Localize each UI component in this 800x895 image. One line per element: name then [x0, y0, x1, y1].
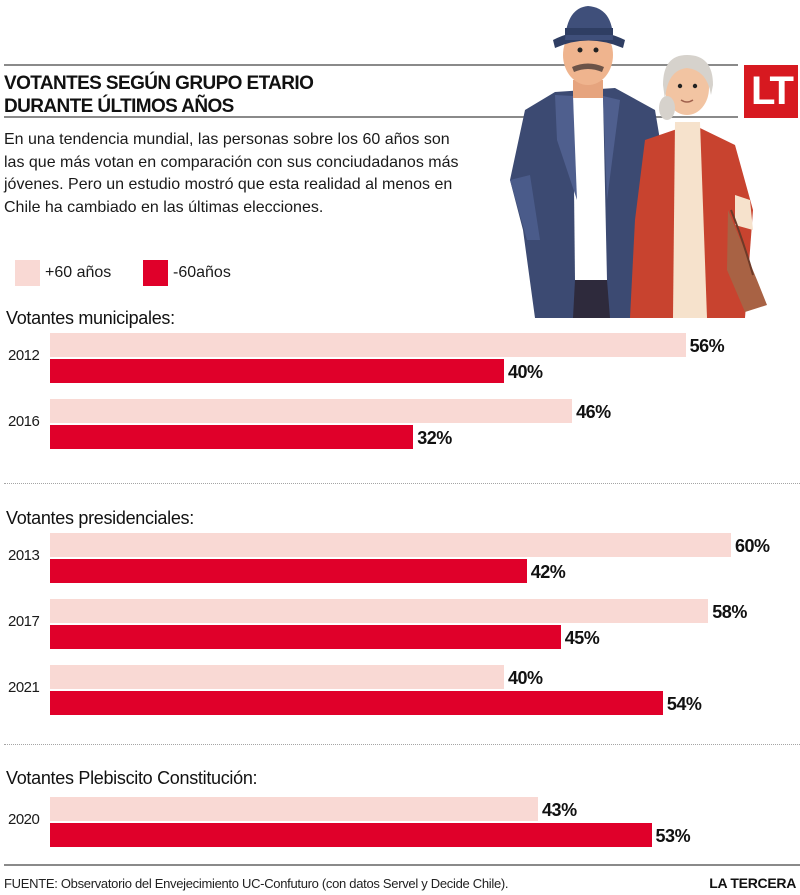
category-label: 2020 [8, 811, 40, 828]
bar-under60 [50, 359, 504, 383]
data-label: 46% [576, 402, 611, 422]
legend-swatch-under60 [143, 260, 168, 286]
intro-text: En una tendencia mundial, las personas s… [4, 131, 459, 216]
data-label: 40% [508, 362, 543, 382]
bar-under60 [50, 425, 414, 449]
bar-under60 [50, 559, 527, 583]
data-label: 60% [735, 536, 770, 556]
title-line-1: VOTANTES SEGÚN GRUPO ETARIO [4, 73, 314, 94]
data-label: 56% [689, 336, 725, 356]
title-underline-rule [4, 116, 738, 118]
la-tercera-logo: LT [744, 65, 798, 118]
category-label: 2016 [8, 413, 40, 430]
category-label: 2021 [8, 679, 40, 696]
footer-rule [4, 864, 800, 866]
category-label: 2012 [8, 347, 40, 364]
bar-under60 [50, 823, 652, 847]
data-label: 45% [564, 628, 600, 648]
category-label: 2013 [8, 547, 40, 564]
data-label: 58% [712, 602, 747, 622]
data-label: 53% [655, 826, 691, 846]
data-label: 42% [530, 562, 566, 582]
section-title: Votantes Plebiscito Constitución: [6, 768, 258, 788]
top-rule [4, 64, 738, 66]
data-label: 32% [417, 428, 452, 448]
source-note: FUENTE: Observatorio del Envejecimiento … [4, 876, 509, 891]
section-separator [4, 483, 800, 484]
woman-figure [630, 55, 767, 318]
legend-label-under60: -60años [173, 264, 231, 281]
bar-over60 [50, 533, 731, 557]
chart-title: VOTANTES SEGÚN GRUPO ETARIO DURANTE ÚLTI… [4, 72, 314, 118]
elderly-couple-illustration [510, 6, 767, 318]
data-label: 54% [666, 694, 702, 714]
category-label: 2017 [8, 613, 40, 630]
bar-under60 [50, 625, 561, 649]
section-title: Votantes presidenciales: [6, 508, 194, 528]
section-separator [4, 744, 800, 745]
bar-over60 [50, 333, 686, 357]
section-title: Votantes municipales: [6, 308, 175, 328]
bar-over60 [50, 797, 539, 821]
legend-label-over60: +60 años [45, 264, 112, 281]
legend-swatch-over60 [15, 260, 40, 286]
bar-over60 [50, 399, 573, 423]
data-label: 43% [542, 800, 577, 820]
man-figure [510, 6, 670, 318]
bar-under60 [50, 691, 663, 715]
data-label: 40% [508, 668, 543, 688]
bar-over60 [50, 665, 504, 689]
bar-over60 [50, 599, 709, 623]
brand-name: LA TERCERA [709, 875, 796, 891]
title-line-2: DURANTE ÚLTIMOS AÑOS [4, 96, 234, 117]
